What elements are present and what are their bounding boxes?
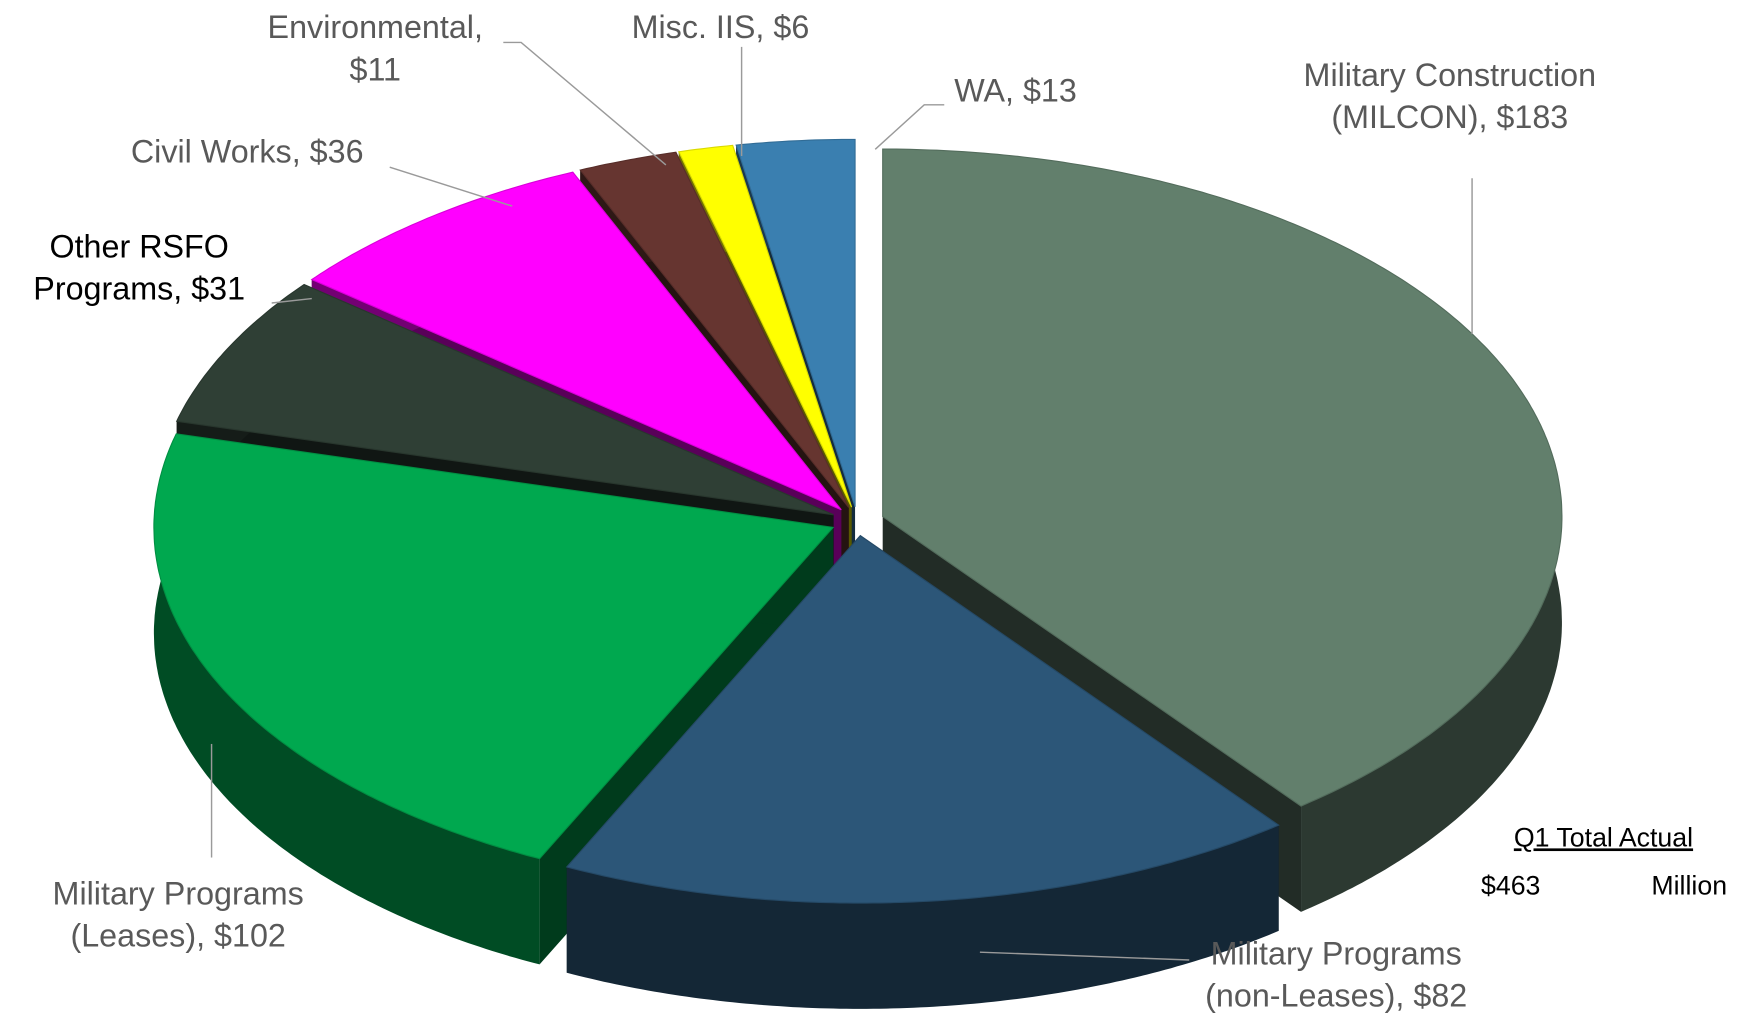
value-label: $102 <box>214 918 286 955</box>
category: Civil Works, <box>130 134 301 171</box>
label-text: WA, $13 <box>915 70 1115 112</box>
slice-label: WA, $13 <box>915 70 1115 112</box>
category: Military Programs (non-Leases), <box>1205 936 1462 1015</box>
slice-top <box>882 148 1563 807</box>
leader-line <box>979 951 1190 961</box>
label-text: Civil Works, $36 <box>47 132 448 174</box>
slice-top <box>735 138 856 508</box>
slice-top <box>175 283 834 516</box>
slice-top <box>310 171 842 511</box>
total-value: $463 <box>1481 870 1540 900</box>
category: Misc. IIS, <box>631 10 765 46</box>
value-label: $183 <box>1496 100 1569 136</box>
value-label: $6 <box>773 10 810 46</box>
slice-top <box>579 151 850 508</box>
slice-label: Civil Works, $36 <box>47 132 448 174</box>
category: Military Programs (Leases), <box>52 876 304 955</box>
slice-top <box>153 433 835 860</box>
value-label: $82 <box>1413 978 1468 1015</box>
leader-line <box>271 297 312 304</box>
label-text: Misc. IIS, $6 <box>576 7 866 49</box>
leader-line <box>389 166 513 207</box>
label-text: Military Construction (MILCON), $183 <box>1299 55 1600 140</box>
slice-label: Environmental, $11 <box>247 7 503 92</box>
slice-top <box>565 534 1280 904</box>
category: Other RSFO Programs, <box>33 229 229 308</box>
slice-label: Misc. IIS, $6 <box>576 7 866 49</box>
slice-label: Other RSFO Programs, $31 <box>6 226 273 311</box>
category: WA, <box>954 73 1014 110</box>
label-text: Other RSFO Programs, $31 <box>6 226 273 311</box>
value-label: $36 <box>309 134 364 171</box>
slice-label: Military Programs (non-Leases), $82 <box>1169 933 1503 1018</box>
slice-label: Military Construction (MILCON), $183 <box>1299 55 1600 140</box>
category: Environmental, <box>267 10 483 46</box>
leader-line <box>874 104 945 150</box>
total-unit: Million <box>1651 870 1727 900</box>
label-text: Military Programs (Leases), $102 <box>11 873 345 958</box>
leader-line <box>503 41 667 166</box>
total-title: Q1 Total Actual <box>1514 822 1693 852</box>
pie <box>153 138 1563 1009</box>
slice-label: Military Programs (Leases), $102 <box>11 873 345 958</box>
value-label: $11 <box>349 52 401 89</box>
label-text: Military Programs (non-Leases), $82 <box>1169 933 1503 1018</box>
value-label: $31 <box>191 271 246 308</box>
value-label: $13 <box>1022 73 1077 110</box>
slice-wall <box>153 433 540 965</box>
slice-wall <box>566 825 1279 1009</box>
leader-lines <box>210 41 1473 961</box>
category: Military Construction (MILCON), <box>1303 58 1597 136</box>
label-text: Environmental, $11 <box>247 7 503 92</box>
slice-top <box>677 144 853 508</box>
